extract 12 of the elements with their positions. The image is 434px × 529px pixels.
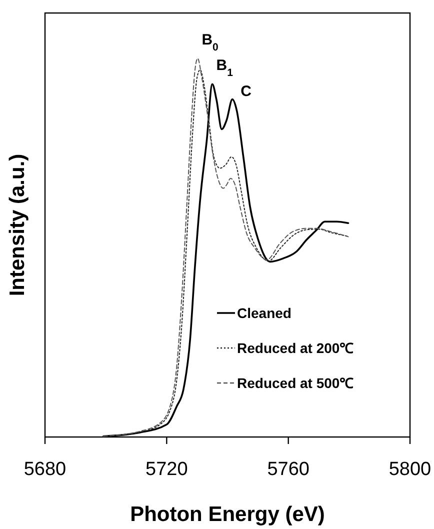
x-axis-title: Photon Energy (eV) xyxy=(130,503,325,526)
annotation: C xyxy=(240,82,252,100)
x-tick-label: 5680 xyxy=(24,459,66,480)
x-tick-label: 5800 xyxy=(388,459,432,480)
x-tick-label: 5760 xyxy=(267,459,310,480)
legend-label: Cleaned xyxy=(237,305,292,321)
annotation: B$_{1}$ xyxy=(216,57,234,80)
y-axis-title: Intensity (a.u.) xyxy=(6,154,29,296)
legend-label: Reduced at 500℃ xyxy=(237,375,354,391)
legend-label: Reduced at 200℃ xyxy=(237,340,354,356)
annotation: B$_{0}$ xyxy=(202,31,219,54)
x-tick-label: 5720 xyxy=(146,459,188,480)
